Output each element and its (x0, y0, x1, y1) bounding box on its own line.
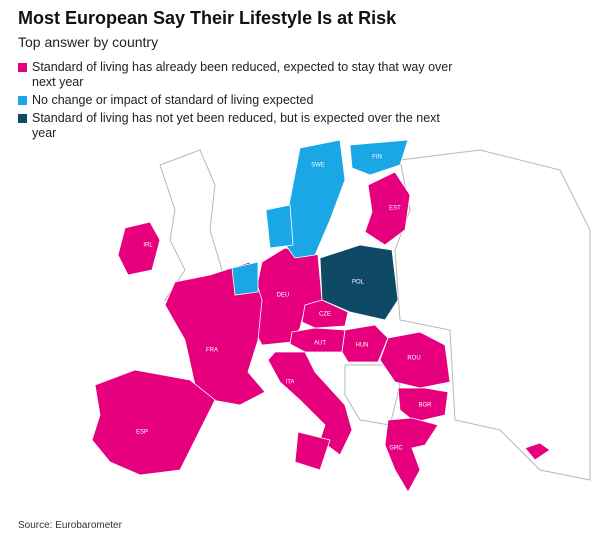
legend-item: Standard of living has already been redu… (18, 60, 458, 90)
country-label: FRA (206, 348, 218, 354)
legend-swatch (18, 96, 27, 105)
country-shape (524, 442, 551, 461)
country-label: POL (352, 280, 365, 286)
legend-swatch (18, 114, 27, 123)
land (394, 149, 591, 481)
legend-swatch (18, 63, 27, 72)
country-label: HUN (356, 343, 369, 349)
country-shape (364, 171, 411, 246)
country-label: AUT (314, 341, 326, 347)
country-label: EST (389, 206, 401, 212)
country-label: GRC (389, 446, 403, 452)
legend-label: Standard of living has already been redu… (32, 60, 453, 89)
country-shape (265, 204, 294, 249)
country-shape (319, 244, 399, 321)
country-label: DEU (277, 293, 290, 299)
country-label: ROU (407, 356, 420, 362)
country-shape (91, 369, 216, 476)
country-shape (231, 261, 259, 296)
country-shape (294, 431, 331, 471)
country-shape (117, 221, 161, 276)
legend: Standard of living has already been redu… (18, 60, 458, 144)
legend-item: Standard of living has not yet been redu… (18, 111, 458, 141)
country-shape (379, 331, 451, 389)
legend-label: Standard of living has not yet been redu… (32, 111, 440, 140)
country-shape (397, 387, 449, 423)
country-label: IRL (143, 243, 153, 249)
country-shape (341, 324, 389, 363)
subtitle: Top answer by country (18, 34, 159, 50)
country-shape (349, 139, 409, 176)
country-label: SWE (311, 163, 325, 169)
legend-item: No change or impact of standard of livin… (18, 93, 458, 108)
country-shape (384, 417, 439, 493)
legend-label: No change or impact of standard of livin… (32, 93, 314, 107)
country-label: BGR (418, 403, 432, 409)
country-shape (164, 261, 266, 406)
country-label: ESP (136, 430, 148, 436)
source: Source: Eurobarometer (18, 520, 122, 531)
country-label: CZE (319, 312, 331, 318)
country-label: FIN (372, 155, 382, 161)
title: Most European Say Their Lifestyle Is at … (18, 8, 397, 28)
country-shape (267, 351, 353, 456)
country-label: ITA (286, 380, 295, 386)
